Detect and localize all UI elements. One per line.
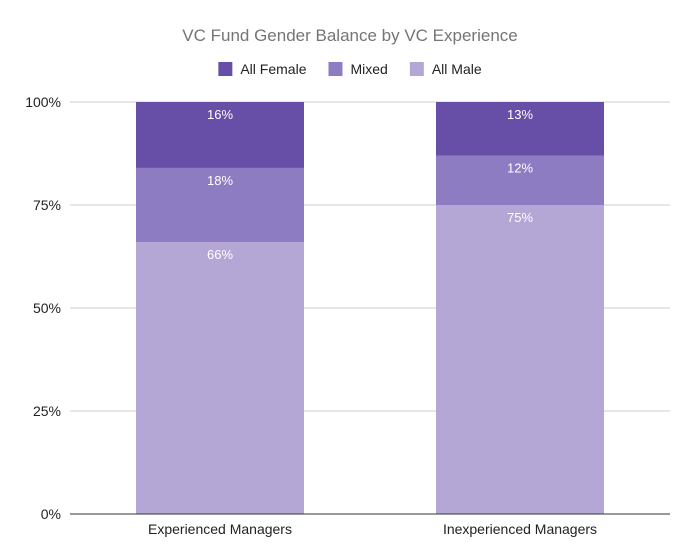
legend-swatch-all-female xyxy=(218,62,233,76)
legend-swatch-all-male xyxy=(409,62,424,76)
bar-inexperienced-managers-mixed xyxy=(436,155,604,205)
legend-swatch-mixed xyxy=(328,62,343,76)
legend: All Female Mixed All Male xyxy=(218,61,482,77)
y-tick-label-75: 75% xyxy=(33,197,61,213)
y-tick-label-25: 25% xyxy=(33,403,61,419)
bar-experienced-managers-all-female xyxy=(136,102,304,168)
bar-inexperienced-managers-all-male xyxy=(436,205,604,514)
legend-label-all-male: All Male xyxy=(432,61,482,77)
data-labels: 66% 18% 16% 75% 12% 13% xyxy=(207,107,533,262)
data-label-experienced-managers-mixed: 18% xyxy=(207,173,233,188)
chart-title: VC Fund Gender Balance by VC Experience xyxy=(182,26,517,45)
y-tick-label-100: 100% xyxy=(25,94,61,110)
y-axis: 0% 25% 50% 75% 100% xyxy=(25,94,61,522)
x-tick-label-inexperienced-managers: Inexperienced Managers xyxy=(443,521,597,537)
data-label-inexperienced-managers-mixed: 12% xyxy=(507,161,533,176)
bar-inexperienced-managers-all-female xyxy=(436,102,604,156)
y-tick-label-50: 50% xyxy=(33,300,61,316)
x-tick-label-experienced-managers: Experienced Managers xyxy=(148,521,292,537)
data-label-experienced-managers-all-female: 16% xyxy=(207,107,233,122)
data-label-inexperienced-managers-all-male: 75% xyxy=(507,210,533,225)
x-axis: Experienced Managers Inexperienced Manage… xyxy=(148,521,597,537)
y-tick-label-0: 0% xyxy=(41,506,61,522)
bars xyxy=(136,102,604,514)
data-label-experienced-managers-all-male: 66% xyxy=(207,247,233,262)
legend-label-mixed: Mixed xyxy=(350,61,387,77)
data-label-inexperienced-managers-all-female: 13% xyxy=(507,107,533,122)
bar-experienced-managers-mixed xyxy=(136,167,304,243)
legend-label-all-female: All Female xyxy=(240,61,306,77)
bar-experienced-managers-all-male xyxy=(136,242,304,514)
